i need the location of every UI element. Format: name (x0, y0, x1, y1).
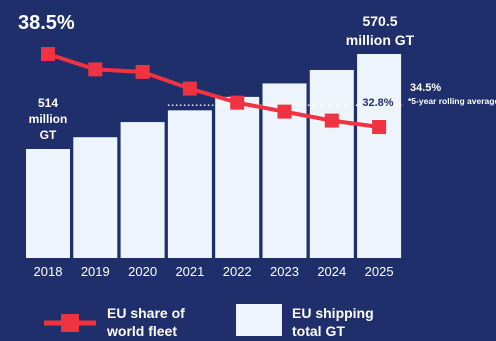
x-tick-2022: 2022 (223, 264, 252, 279)
x-tick-2021: 2021 (175, 264, 204, 279)
share-point-2025 (372, 120, 387, 134)
share-point-2019 (88, 62, 103, 77)
last-gt-label-line1: 570.5 (362, 13, 397, 29)
rolling-average-note: *5-year rolling average (408, 96, 496, 106)
x-axis-ticks: 2018 2019 2020 2021 2022 2023 2024 2025 (34, 264, 394, 279)
first-gt-label-line2: million (29, 112, 68, 126)
x-tick-2019: 2019 (81, 264, 110, 279)
bar-2022 (215, 96, 260, 259)
bars-layer (26, 54, 402, 259)
share-point-2018 (41, 47, 55, 61)
share-point-2024 (324, 113, 339, 128)
bar-2024 (309, 69, 354, 258)
legend-line-label-1: EU share of (107, 305, 185, 321)
legend: EU share of world fleet EU shipping tota… (44, 304, 374, 341)
legend-bar-swatch (236, 304, 282, 341)
bar-2019 (73, 137, 118, 258)
legend-line-label-2: world fleet (106, 323, 177, 336)
first-gt-label-line3: GT (40, 128, 57, 142)
legend-line-marker-square (61, 314, 79, 332)
share-line-layer (41, 47, 387, 134)
first-gt-label-line1: 514 (38, 96, 58, 110)
bar-2018 (26, 149, 70, 258)
rolling-average-value: 34.5% (410, 82, 441, 94)
bar-2021 (167, 110, 212, 259)
x-tick-2025: 2025 (365, 264, 394, 279)
legend-bar-label-2: total GT (292, 323, 345, 336)
share-point-2020 (135, 64, 150, 79)
first-share-label: 38.5% (18, 12, 75, 34)
x-tick-2018: 2018 (34, 264, 63, 279)
legend-bar-label-1: EU shipping (292, 305, 374, 321)
share-point-2023 (277, 104, 292, 119)
x-tick-2024: 2024 (317, 264, 346, 279)
last-share-label: 32.8% (362, 97, 393, 109)
bar-2025 (357, 54, 402, 258)
share-point-2021 (182, 81, 197, 96)
share-line (47, 52, 380, 129)
last-gt-label-line2: million GT (346, 32, 415, 48)
x-tick-2020: 2020 (128, 264, 157, 279)
bar-2020 (120, 122, 165, 258)
share-point-2022 (230, 95, 245, 110)
x-tick-2023: 2023 (270, 264, 299, 279)
